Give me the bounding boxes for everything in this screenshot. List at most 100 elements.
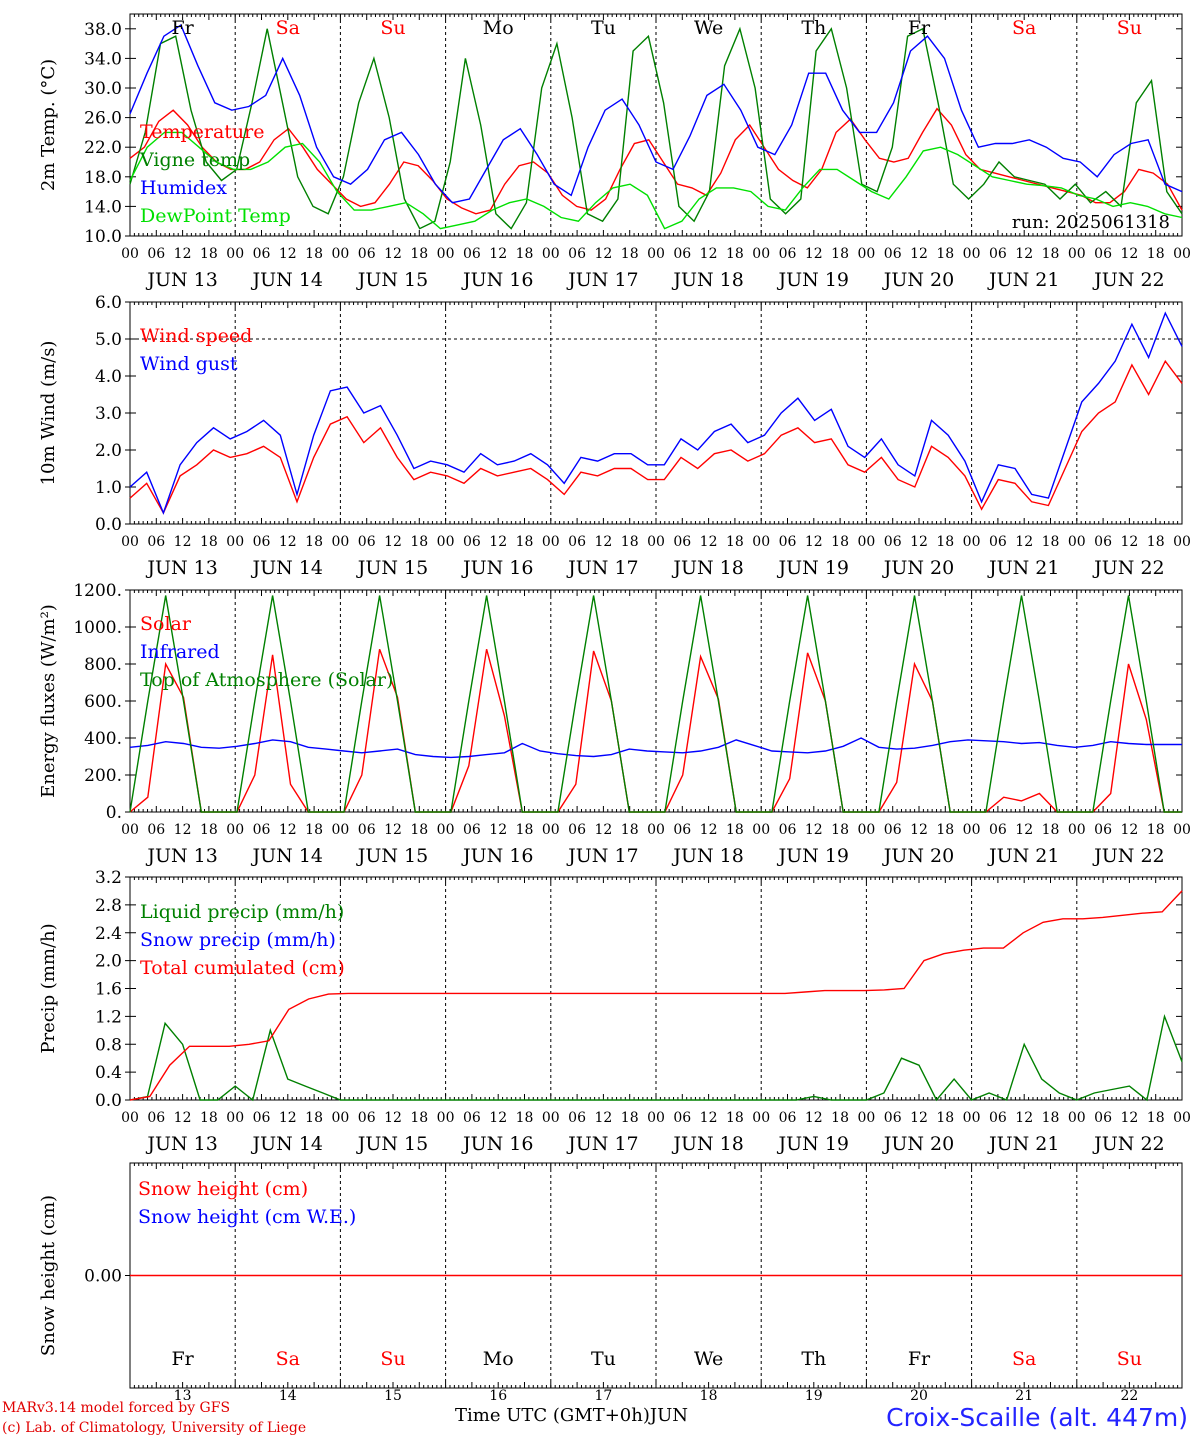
hour-label: 00 [121, 246, 139, 262]
weekday-label: Fr [171, 1348, 194, 1370]
hour-label: 18 [936, 1110, 954, 1126]
date-label: JUN 20 [882, 1133, 954, 1155]
hour-label: 18 [305, 822, 323, 838]
hour-label: 00 [437, 1110, 455, 1126]
hour-label: 12 [174, 822, 192, 838]
hour-label: 18 [305, 534, 323, 550]
y-tick-label: 200. [84, 766, 122, 786]
day-number-label: 15 [384, 1388, 402, 1404]
date-label: JUN 20 [882, 845, 954, 867]
legend-entry: Total cumulated (cm) [140, 957, 345, 979]
hour-label: 12 [700, 534, 718, 550]
y-tick-label: 400. [84, 729, 122, 749]
legend-entry: Snow precip (mm/h) [140, 929, 336, 951]
hour-label: 12 [1120, 246, 1138, 262]
y-tick-label: 38.0 [84, 20, 122, 40]
hour-label: 18 [305, 246, 323, 262]
hour-label: 18 [831, 822, 849, 838]
hour-label: 18 [516, 534, 534, 550]
hour-label: 06 [568, 1110, 586, 1126]
y-tick-label: 1.6 [95, 980, 122, 1000]
weekday-label: Su [1117, 1348, 1142, 1370]
hour-label: 00 [1173, 822, 1191, 838]
hour-label: 12 [910, 534, 928, 550]
date-label: JUN 16 [461, 1133, 533, 1155]
y-tick-label: 2.0 [95, 952, 122, 972]
day-number-label: 20 [910, 1388, 928, 1404]
date-label: JUN 19 [777, 557, 849, 579]
hour-label: 06 [989, 822, 1007, 838]
series-line-wind-gust [129, 311, 1183, 515]
hour-label: 12 [805, 822, 823, 838]
hour-label: 06 [253, 822, 271, 838]
y-tick-label: 30.0 [84, 79, 122, 99]
hour-label: 18 [936, 534, 954, 550]
hour-label: 18 [831, 534, 849, 550]
hour-label: 18 [936, 822, 954, 838]
date-label: JUN 15 [356, 269, 428, 291]
hour-label: 18 [410, 534, 428, 550]
day-number-label: 14 [279, 1388, 297, 1404]
y-axis-label: Snow height (cm) [38, 1195, 59, 1356]
model-credit: MARv3.14 model forced by GFS [2, 1400, 231, 1416]
hour-label: 06 [989, 534, 1007, 550]
hour-label: 12 [1120, 822, 1138, 838]
hour-label: 18 [1147, 534, 1165, 550]
hour-label: 00 [121, 1110, 139, 1126]
hour-label: 18 [410, 1110, 428, 1126]
hour-label: 00 [963, 822, 981, 838]
hour-label: 06 [253, 534, 271, 550]
weekday-label: Sa [276, 17, 300, 39]
hour-label: 00 [331, 822, 349, 838]
hour-label: 06 [673, 534, 691, 550]
hour-label: 12 [279, 822, 297, 838]
hour-label: 00 [1173, 1110, 1191, 1126]
hour-label: 18 [200, 1110, 218, 1126]
hour-label: 00 [963, 1110, 981, 1126]
hour-label: 00 [542, 246, 560, 262]
date-label: JUN 19 [777, 845, 849, 867]
hour-label: 18 [621, 1110, 639, 1126]
hour-label: 12 [1015, 534, 1033, 550]
y-tick-label: 22.0 [84, 138, 122, 158]
y-axis-label: Energy fluxes (W/m²) [38, 604, 59, 798]
y-axis-label: 2m Temp. (°C) [38, 59, 59, 191]
date-label: JUN 18 [671, 269, 743, 291]
hour-label: 18 [1042, 1110, 1060, 1126]
date-label: JUN 22 [1092, 269, 1164, 291]
weekday-label: Fr [908, 17, 931, 39]
series-line-vigne-temp [129, 26, 1183, 230]
legend-entry: Liquid precip (mm/h) [140, 901, 344, 923]
y-tick-label: 1.0 [95, 478, 122, 498]
day-number-label: 17 [594, 1388, 612, 1404]
hour-label: 06 [779, 246, 797, 262]
y-tick-label: 0.0 [95, 1091, 122, 1111]
hour-label: 18 [410, 822, 428, 838]
hour-label: 06 [568, 246, 586, 262]
hour-label: 12 [384, 822, 402, 838]
weekday-label: Fr [908, 1348, 931, 1370]
hour-label: 06 [779, 1110, 797, 1126]
hour-label: 12 [1015, 822, 1033, 838]
station-name: Croix-Scaille (alt. 447m) [886, 1403, 1188, 1432]
series-line-infrared [129, 737, 1182, 759]
hour-label: 12 [700, 822, 718, 838]
series-line-dewpoint-temp [129, 131, 1183, 230]
series-line-liquid-precip-mm-h- [129, 1013, 1183, 1102]
date-label: JUN 14 [251, 269, 323, 291]
hour-label: 06 [884, 1110, 902, 1126]
date-label: JUN 22 [1092, 845, 1164, 867]
date-label: JUN 20 [882, 269, 954, 291]
hour-label: 18 [200, 534, 218, 550]
hour-label: 00 [542, 822, 560, 838]
hour-label: 18 [1147, 822, 1165, 838]
legend-entry: Infrared [140, 641, 220, 663]
hour-label: 18 [1042, 822, 1060, 838]
hour-label: 12 [700, 1110, 718, 1126]
hour-label: 12 [805, 246, 823, 262]
hour-label: 06 [358, 246, 376, 262]
date-label: JUN 16 [461, 269, 533, 291]
hour-label: 18 [621, 822, 639, 838]
hour-label: 12 [594, 246, 612, 262]
date-label: JUN 13 [145, 1133, 217, 1155]
